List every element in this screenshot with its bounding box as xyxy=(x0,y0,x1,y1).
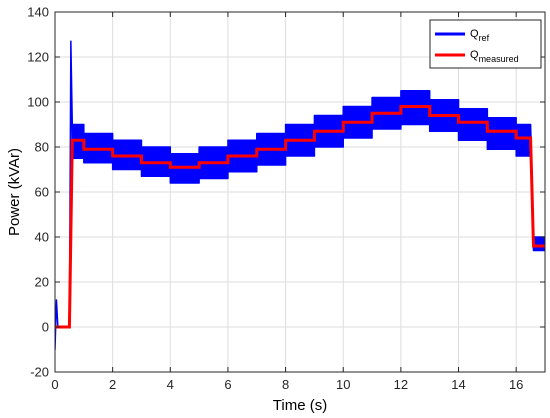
x-axis-label: Time (s) xyxy=(273,397,327,414)
x-tick-label: 4 xyxy=(167,377,174,392)
series-layer xyxy=(55,40,545,351)
legend-label: Qref xyxy=(470,28,490,43)
x-tick-label: 8 xyxy=(282,377,289,392)
y-tick-label: 120 xyxy=(27,50,49,65)
x-tick-label: 14 xyxy=(451,377,465,392)
series-group xyxy=(55,40,545,351)
x-tick-label: 2 xyxy=(109,377,116,392)
legend-label: Qmeasured xyxy=(470,49,519,64)
legend-box xyxy=(429,19,542,69)
x-tick-label: 10 xyxy=(336,377,350,392)
y-tick-label: 20 xyxy=(35,275,49,290)
legend-label-subscript: ref xyxy=(479,33,490,43)
y-tick-label: 60 xyxy=(35,185,49,200)
y-tick-label: 100 xyxy=(27,95,49,110)
legend-label-base: Q xyxy=(470,49,479,61)
y-tick-label: 80 xyxy=(35,140,49,155)
x-tick-label: 16 xyxy=(509,377,523,392)
y-tick-label: 140 xyxy=(27,5,49,20)
series-qmeasured-line xyxy=(55,105,545,329)
x-tick-label: 6 xyxy=(224,377,231,392)
legend-label-base: Q xyxy=(470,28,479,40)
series-qref-band xyxy=(55,40,545,351)
x-tick-label: 12 xyxy=(394,377,408,392)
legend-label-subscript: measured xyxy=(479,54,519,64)
y-tick-label: 40 xyxy=(35,230,49,245)
x-tick-label: 0 xyxy=(51,377,58,392)
y-axis-label: Power (kVAr) xyxy=(6,148,23,236)
y-tick-label: 0 xyxy=(42,320,49,335)
y-tick-label: -20 xyxy=(30,365,49,380)
